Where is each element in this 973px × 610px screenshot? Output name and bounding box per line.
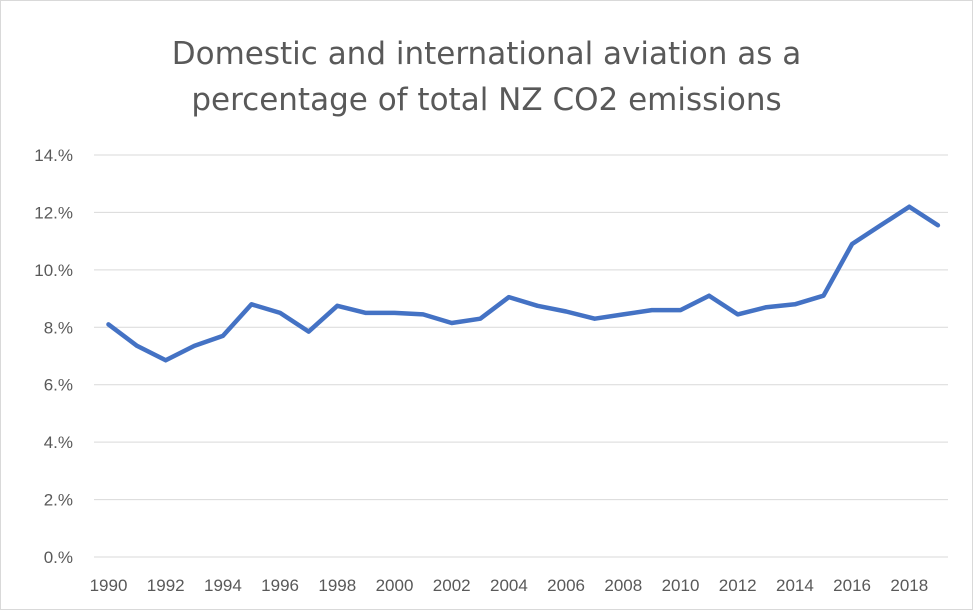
x-tick-label: 2004 <box>490 576 528 595</box>
x-tick-label: 2014 <box>776 576 814 595</box>
y-tick-label: 0.% <box>44 548 73 567</box>
x-tick-label: 2006 <box>547 576 585 595</box>
gridlines <box>94 154 948 558</box>
y-tick-label: 14.% <box>34 146 73 165</box>
x-tick-label: 2002 <box>433 576 471 595</box>
series-line-0 <box>106 204 941 363</box>
x-tick-label: 2010 <box>662 576 700 595</box>
y-tick-label: 10.% <box>34 261 73 280</box>
y-tick-label: 8.% <box>44 318 73 337</box>
x-tick-label: 2008 <box>604 576 642 595</box>
x-tick-label: 1992 <box>147 576 185 595</box>
series-layer <box>106 204 941 363</box>
x-tick-label: 1998 <box>318 576 356 595</box>
chart-title-line-2: percentage of total NZ CO2 emissions <box>191 82 782 118</box>
y-tick-label: 4.% <box>44 433 73 452</box>
x-tick-label: 2016 <box>833 576 871 595</box>
x-tick-label: 2018 <box>890 576 928 595</box>
x-tick-label: 1990 <box>90 576 128 595</box>
y-axis-labels: 0.% 2.% 4.% 6.% 8.% 10.% 12.% 14.% <box>34 146 73 567</box>
x-tick-label: 2012 <box>719 576 757 595</box>
y-tick-label: 6.% <box>44 376 73 395</box>
x-tick-label: 1994 <box>204 576 242 595</box>
x-tick-label: 2000 <box>376 576 414 595</box>
y-tick-label: 2.% <box>44 491 73 510</box>
y-tick-label: 12.% <box>34 203 73 222</box>
x-tick-label: 1996 <box>261 576 299 595</box>
chart-title-line-1: Domestic and international aviation as a <box>171 36 802 72</box>
x-axis-labels: 1990 1992 1994 1996 1998 2000 2002 2004 2006 2008… <box>90 576 929 595</box>
